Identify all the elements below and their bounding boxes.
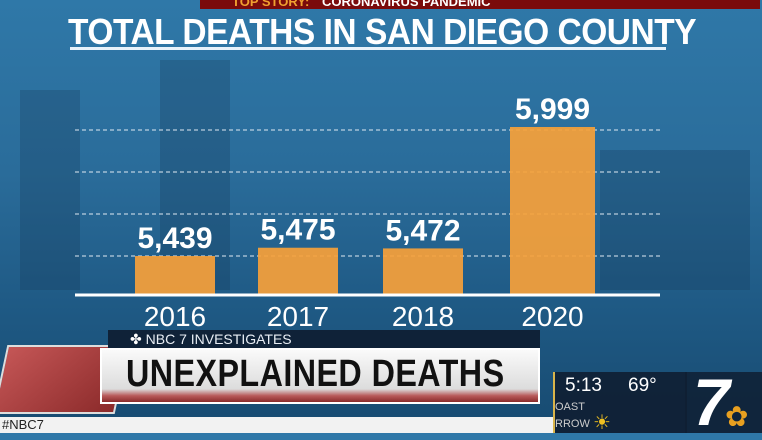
bar-2020	[510, 127, 595, 295]
bar-2016	[135, 256, 215, 295]
forecast-label-1: OAST	[555, 401, 585, 413]
top-story-bar: TOP STORY: CORONAVIRUS PANDEMIC	[200, 0, 760, 9]
tick-label-2016: 2016	[144, 301, 206, 332]
headline-text: UNEXPLAINED DEATHS	[126, 353, 505, 395]
temperature: 69°	[628, 375, 657, 396]
ticker: #NBC7	[0, 417, 555, 433]
data-label-2018: 5,472	[385, 214, 460, 247]
bar-2018	[383, 248, 463, 295]
kicker-text: NBC 7 INVESTIGATES	[145, 331, 292, 347]
skyline-building	[20, 90, 80, 290]
data-label-2020: 5,999	[515, 93, 590, 126]
bar-2017	[258, 247, 338, 295]
weather-box: 5:13 69° OAST RROW ☀	[553, 372, 687, 434]
skyline-building	[160, 60, 230, 290]
sun-icon: ☀	[593, 412, 611, 434]
data-label-2016: 5,439	[137, 222, 212, 255]
logo-seven: 7	[693, 365, 730, 439]
nbc7-logo: 7 ✿	[685, 365, 762, 439]
tick-label-2018: 2018	[392, 301, 454, 332]
kicker-bar: ✤ NBC 7 INVESTIGATES	[108, 330, 540, 348]
skyline-building	[600, 150, 750, 290]
nbc-peacock-icon: ✤	[130, 331, 142, 347]
chart-title: TOTAL DEATHS IN SAN DIEGO COUNTY	[68, 11, 697, 52]
title-underline	[70, 47, 666, 50]
time: 5:13	[565, 375, 602, 396]
top-story-prefix: TOP STORY:	[232, 0, 310, 9]
tick-label-2017: 2017	[267, 301, 329, 332]
tick-label-2020: 2020	[521, 301, 583, 332]
forecast-label-2: RROW	[555, 418, 590, 430]
nbc-peacock-icon: ✿	[725, 401, 749, 432]
headline-banner	[100, 348, 540, 404]
top-story-text: CORONAVIRUS PANDEMIC	[322, 0, 491, 9]
data-label-2017: 5,475	[260, 214, 335, 247]
